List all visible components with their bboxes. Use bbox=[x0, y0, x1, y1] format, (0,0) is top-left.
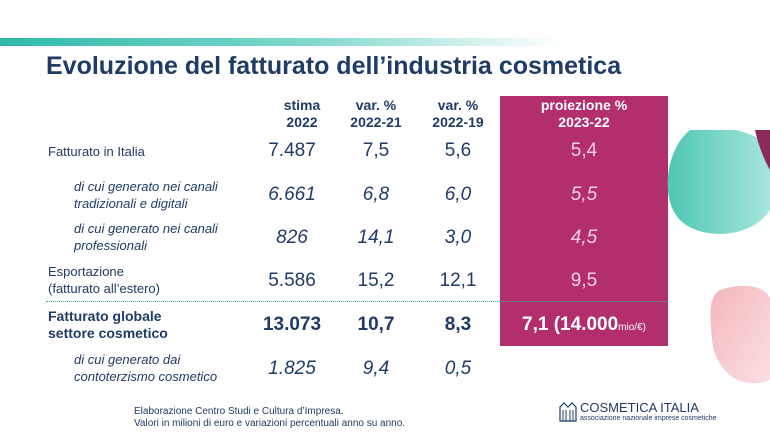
table-cell-projection: 5,4 bbox=[570, 140, 598, 161]
row-label-esportazione: Esportazione (fatturato all’estero) bbox=[48, 264, 160, 296]
cosmetica-italia-logo: COSMETICA ITALIA associazione nazionale … bbox=[558, 399, 738, 425]
projection-extra-value: (14.000 bbox=[553, 314, 619, 335]
column-header-proiezione: proiezione % 2023-22 bbox=[540, 97, 628, 130]
title-accent-bar bbox=[0, 38, 560, 46]
decorative-cosmetic-smear-icon bbox=[667, 130, 770, 384]
table-cell: 6.661 bbox=[268, 184, 316, 205]
table-cell: 13.073 bbox=[262, 314, 322, 335]
table-cell-projection: 7,1 (14.000mio/€) bbox=[500, 314, 668, 336]
column-header-var-2022-19: var. % 2022-19 bbox=[432, 97, 484, 130]
column-header-var-2022-21: var. % 2022-21 bbox=[350, 97, 402, 130]
table-cell-projection: 9,5 bbox=[570, 270, 598, 291]
projection-unit: mio/€) bbox=[618, 322, 646, 333]
table-cell: 826 bbox=[276, 227, 308, 248]
table-cell: 15,2 bbox=[357, 270, 395, 291]
row-label-fatturato-italia: Fatturato in Italia bbox=[48, 144, 145, 159]
row-label-contoterzismo: di cui generato dai contoterzismo cosmeti… bbox=[74, 352, 218, 384]
table-cell: 9,4 bbox=[362, 358, 390, 379]
logo-name: COSMETICA ITALIA bbox=[580, 400, 699, 415]
projection-column-highlight bbox=[500, 96, 668, 346]
table-cell: 8,3 bbox=[444, 314, 472, 335]
table-cell: 5.586 bbox=[268, 270, 316, 291]
row-label-canali-tradizionali: di cui generato nei canali tradizionali e… bbox=[74, 179, 218, 211]
table-cell-projection: 4,5 bbox=[570, 227, 598, 248]
table-cell-projection: 5,5 bbox=[570, 184, 598, 205]
table-cell: 5,6 bbox=[444, 140, 472, 161]
projection-value: 7,1 bbox=[522, 314, 549, 335]
column-header-stima: stima 2022 bbox=[283, 97, 321, 130]
table-divider bbox=[46, 301, 668, 302]
row-label-fatturato-globale: Fatturato globale settore cosmetico bbox=[48, 308, 168, 341]
logo-emblem-icon bbox=[559, 402, 577, 422]
table-cell: 1.825 bbox=[268, 358, 316, 379]
row-label-canali-professionali: di cui generato nei canali professionali bbox=[74, 221, 218, 253]
footnote: Elaborazione Centro Studi e Cultura d’Im… bbox=[134, 406, 406, 429]
page-title: Evoluzione del fatturato dell’industria … bbox=[46, 52, 622, 80]
table-cell: 6,8 bbox=[362, 184, 390, 205]
table-cell: 14,1 bbox=[357, 227, 395, 248]
table-cell: 6,0 bbox=[444, 184, 472, 205]
table-cell: 0,5 bbox=[444, 358, 472, 379]
logo-subtitle: associazione nazionale imprese cosmetich… bbox=[580, 415, 717, 422]
table-cell: 7.487 bbox=[268, 140, 316, 161]
table-cell: 10,7 bbox=[357, 314, 395, 335]
table-cell: 3,0 bbox=[444, 227, 472, 248]
table-cell: 7,5 bbox=[362, 140, 390, 161]
table-cell: 12,1 bbox=[439, 270, 477, 291]
